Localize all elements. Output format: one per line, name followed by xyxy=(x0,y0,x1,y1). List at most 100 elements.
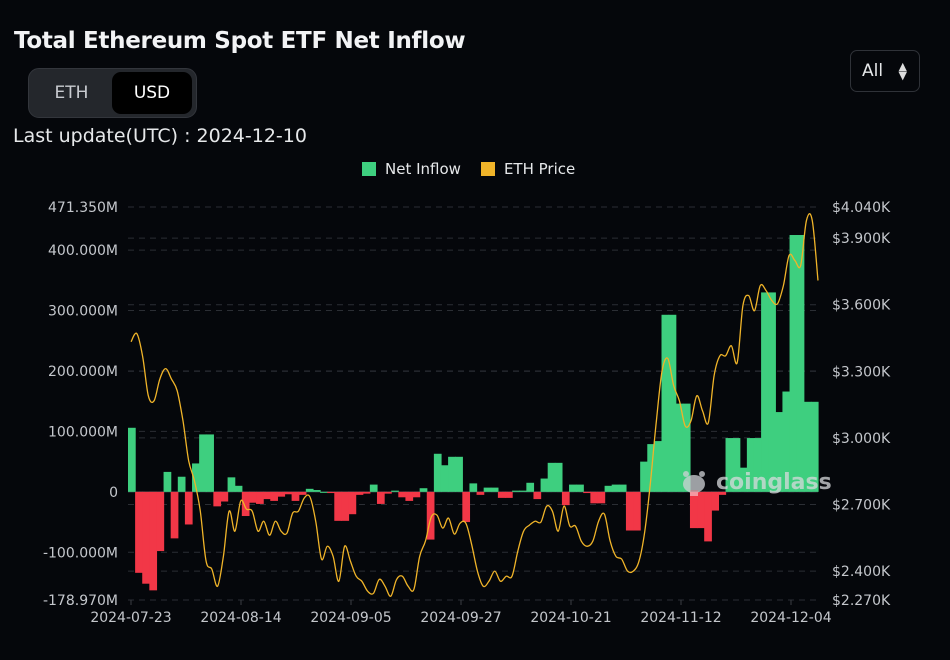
net-inflow-bar[interactable] xyxy=(675,403,684,492)
net-inflow-bar[interactable] xyxy=(227,477,236,492)
net-inflow-bar[interactable] xyxy=(704,491,712,542)
net-inflow-bar[interactable] xyxy=(199,434,207,492)
net-inflow-bar[interactable] xyxy=(753,438,762,492)
net-inflow-bar[interactable] xyxy=(213,491,222,507)
net-inflow-bar[interactable] xyxy=(547,462,556,492)
net-inflow-bar[interactable] xyxy=(526,482,535,492)
net-inflow-bar[interactable] xyxy=(476,491,485,495)
net-inflow-bar[interactable] xyxy=(128,427,136,492)
net-inflow-bar[interactable] xyxy=(569,484,577,492)
net-inflow-bar[interactable] xyxy=(725,438,734,492)
net-inflow-bar[interactable] xyxy=(640,461,648,492)
net-inflow-bar[interactable] xyxy=(668,314,677,492)
net-inflow-bar[interactable] xyxy=(810,401,819,492)
net-inflow-bar[interactable] xyxy=(348,491,357,515)
net-inflow-bar[interactable] xyxy=(732,438,741,492)
net-inflow-bar[interactable] xyxy=(163,471,172,492)
unit-toggle[interactable]: ETH USD xyxy=(28,68,197,118)
net-inflow-bar[interactable] xyxy=(782,391,791,492)
net-inflow-bar[interactable] xyxy=(405,491,414,501)
net-inflow-bar[interactable] xyxy=(376,491,385,504)
net-inflow-bar[interactable] xyxy=(761,292,769,492)
net-inflow-bar[interactable] xyxy=(462,491,471,523)
net-inflow-bar[interactable] xyxy=(739,467,748,492)
net-inflow-bar[interactable] xyxy=(355,491,364,495)
net-inflow-bar[interactable] xyxy=(689,491,698,529)
net-inflow-bar[interactable] xyxy=(661,314,670,492)
net-inflow-bar[interactable] xyxy=(369,484,378,492)
net-inflow-bar[interactable] xyxy=(433,453,442,492)
net-inflow-bar[interactable] xyxy=(711,491,720,511)
net-inflow-bar[interactable] xyxy=(618,484,627,492)
net-inflow-bar[interactable] xyxy=(263,491,271,500)
net-inflow-bar[interactable] xyxy=(391,490,399,492)
net-inflow-bar[interactable] xyxy=(206,434,214,492)
net-inflow-bar[interactable] xyxy=(611,484,620,492)
net-inflow-bar[interactable] xyxy=(312,490,321,492)
net-inflow-bar[interactable] xyxy=(398,491,407,498)
net-inflow-bar[interactable] xyxy=(483,487,492,492)
net-inflow-bar[interactable] xyxy=(455,456,463,492)
net-inflow-bar[interactable] xyxy=(270,491,278,501)
net-inflow-bar[interactable] xyxy=(625,491,634,531)
net-inflow-bar[interactable] xyxy=(184,491,193,525)
net-inflow-bar[interactable] xyxy=(469,483,478,492)
net-inflow-bar[interactable] xyxy=(440,465,449,492)
net-inflow-bar[interactable] xyxy=(241,491,250,517)
net-inflow-bar[interactable] xyxy=(135,491,143,573)
net-inflow-bar[interactable] xyxy=(512,490,520,492)
net-inflow-bar[interactable] xyxy=(576,484,584,492)
net-inflow-bar[interactable] xyxy=(142,491,150,584)
net-inflow-bar[interactable] xyxy=(554,462,563,492)
net-inflow-bar[interactable] xyxy=(426,491,435,540)
net-inflow-bar[interactable] xyxy=(234,485,243,492)
legend-eth-price[interactable]: ETH Price xyxy=(480,160,575,178)
net-inflow-bar[interactable] xyxy=(177,476,186,492)
net-inflow-bar[interactable] xyxy=(298,491,307,495)
net-inflow-bar[interactable] xyxy=(519,490,527,492)
net-inflow-bar[interactable] xyxy=(775,412,784,492)
net-inflow-bar[interactable] xyxy=(633,491,641,531)
net-inflow-bar[interactable] xyxy=(156,491,165,552)
net-inflow-bar[interactable] xyxy=(220,491,229,502)
net-inflow-bar[interactable] xyxy=(597,491,606,504)
net-inflow-bar[interactable] xyxy=(412,491,421,498)
net-inflow-bar[interactable] xyxy=(746,438,755,492)
net-inflow-bar[interactable] xyxy=(505,491,513,498)
net-inflow-bar[interactable] xyxy=(291,491,300,501)
net-inflow-bar[interactable] xyxy=(448,456,456,492)
net-inflow-bar[interactable] xyxy=(277,491,286,497)
net-inflow-bar[interactable] xyxy=(497,491,506,498)
net-inflow-bar[interactable] xyxy=(170,491,179,539)
net-inflow-bar[interactable] xyxy=(149,491,158,591)
net-inflow-bar[interactable] xyxy=(590,491,599,504)
net-inflow-bar[interactable] xyxy=(540,478,549,492)
net-inflow-bar[interactable] xyxy=(789,235,798,492)
net-inflow-bar[interactable] xyxy=(362,491,371,494)
net-inflow-bar[interactable] xyxy=(256,491,264,504)
net-inflow-bar[interactable] xyxy=(248,491,257,503)
net-inflow-bar[interactable] xyxy=(803,401,812,492)
range-select[interactable]: All ▲ ▼ xyxy=(850,50,920,92)
net-inflow-bar[interactable] xyxy=(419,488,428,492)
net-inflow-bar[interactable] xyxy=(647,444,655,492)
net-inflow-bar[interactable] xyxy=(604,485,613,492)
net-inflow-bar[interactable] xyxy=(654,441,663,492)
net-inflow-bar[interactable] xyxy=(284,491,293,495)
net-inflow-bar[interactable] xyxy=(341,491,350,521)
net-inflow-bar[interactable] xyxy=(192,463,200,492)
net-inflow-bar[interactable] xyxy=(768,292,776,492)
net-inflow-bar[interactable] xyxy=(533,491,542,500)
toggle-eth[interactable]: ETH xyxy=(54,83,89,103)
net-inflow-bar[interactable] xyxy=(490,487,499,492)
net-inflow-bar[interactable] xyxy=(583,491,591,494)
legend-net-inflow[interactable]: Net Inflow xyxy=(362,160,461,178)
eth-price-series[interactable] xyxy=(130,213,819,597)
net-inflow-bar[interactable] xyxy=(320,491,328,493)
net-inflow-bar[interactable] xyxy=(561,491,570,506)
net-inflow-bar[interactable] xyxy=(334,491,343,521)
net-inflow-bar[interactable] xyxy=(384,491,392,494)
net-inflow-bar[interactable] xyxy=(796,235,805,492)
toggle-usd[interactable]: USD xyxy=(112,72,192,114)
net-inflow-bar[interactable] xyxy=(697,491,705,529)
